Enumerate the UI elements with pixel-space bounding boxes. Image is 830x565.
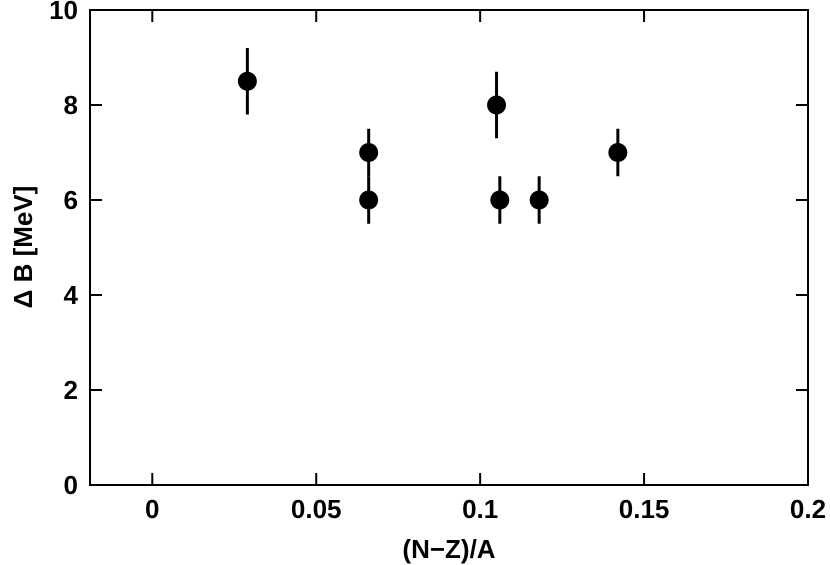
data-point xyxy=(237,71,257,91)
y-tick-label: 6 xyxy=(64,185,78,215)
y-tick-label: 10 xyxy=(49,0,78,25)
x-tick-label: 0.05 xyxy=(291,494,342,524)
data-point xyxy=(490,190,510,210)
plot-frame xyxy=(89,9,809,486)
x-axis: 0 0.05 0.1 0.15 0.2 xyxy=(145,10,826,524)
data-point xyxy=(529,190,549,210)
x-axis-label: (N−Z)/A xyxy=(402,534,495,564)
y-tick-label: 4 xyxy=(64,280,79,310)
x-tick-label: 0 xyxy=(145,494,159,524)
data-point xyxy=(359,143,379,162)
data-point xyxy=(359,190,379,210)
y-axis: 0 2 4 6 8 10 xyxy=(49,0,808,500)
data-point xyxy=(608,143,628,162)
y-tick-label: 8 xyxy=(64,90,78,120)
x-tick-label: 0.15 xyxy=(619,494,670,524)
y-axis-label: Δ B [MeV] xyxy=(8,186,38,309)
x-tick-label: 0.2 xyxy=(790,494,826,524)
y-tick-label: 2 xyxy=(64,375,78,405)
x-tick-label: 0.1 xyxy=(462,494,498,524)
data-point xyxy=(487,95,507,115)
data-series xyxy=(237,48,628,224)
y-tick-label: 0 xyxy=(64,470,78,500)
